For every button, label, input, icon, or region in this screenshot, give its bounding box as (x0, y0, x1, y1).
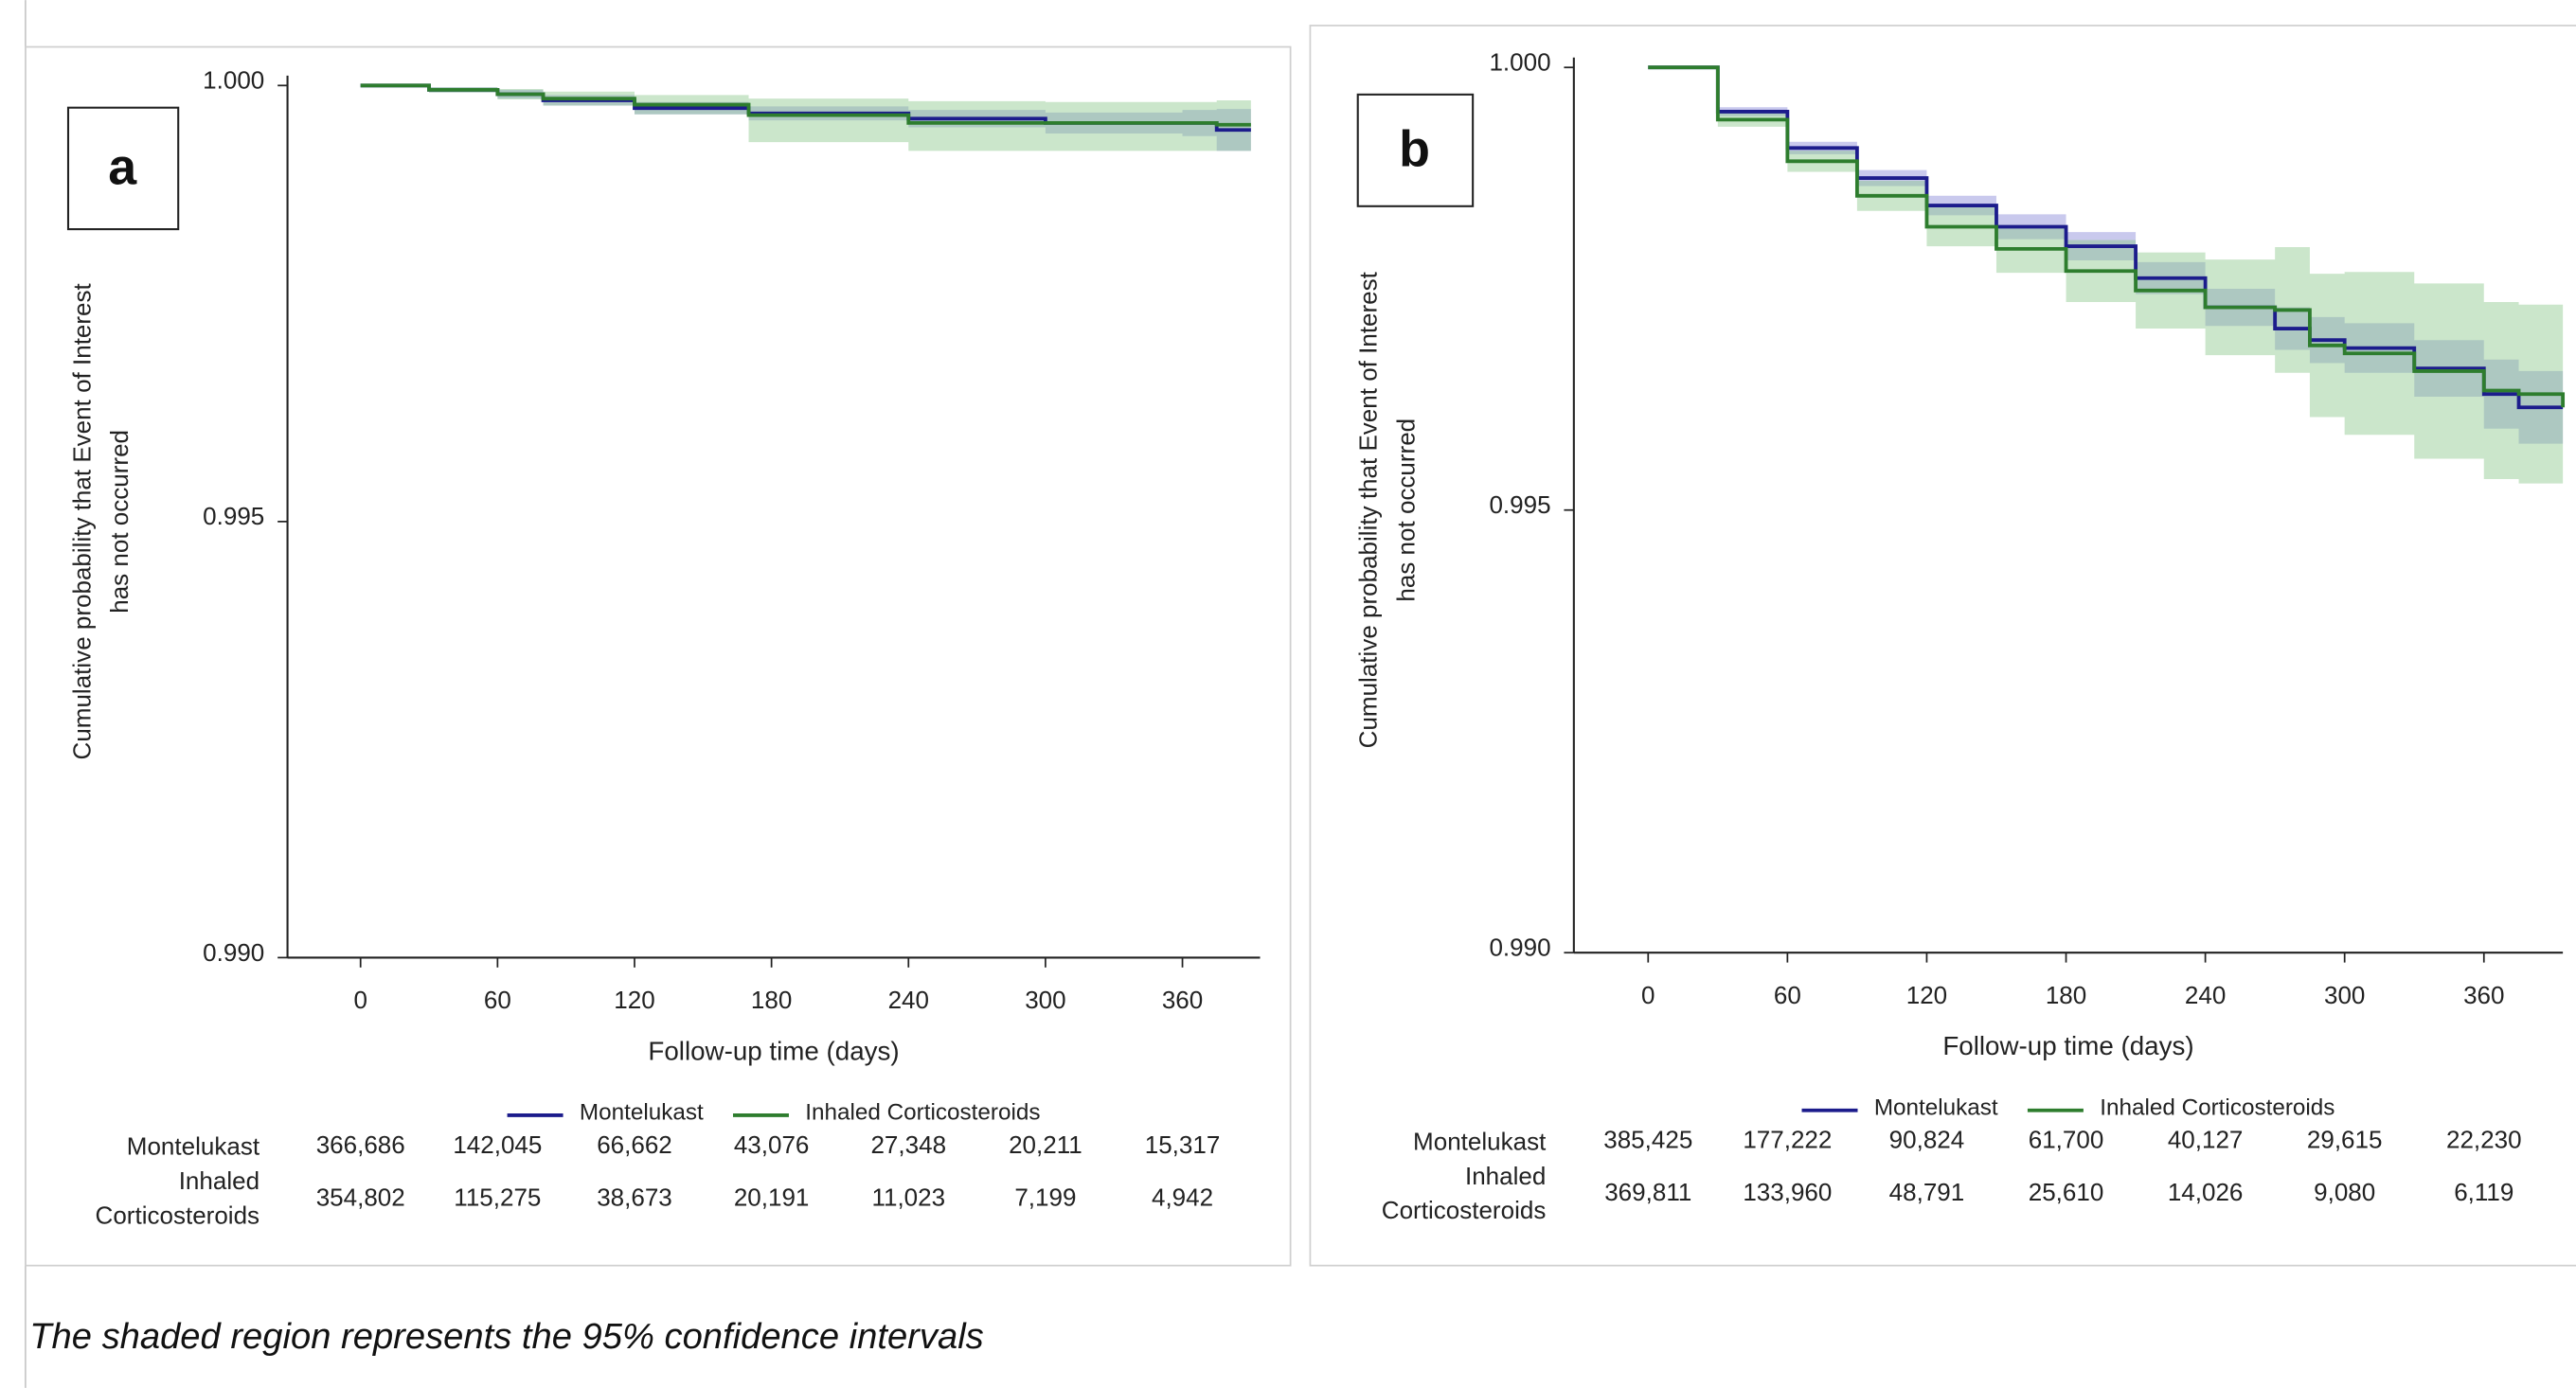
survival-line (1648, 65, 2566, 408)
risk-count: 9,080 (2314, 1178, 2375, 1206)
x-tick-label: 60 (484, 986, 511, 1014)
x-tick-label: 240 (888, 986, 929, 1014)
x-tick-label: 0 (1641, 981, 1655, 1009)
legend-label: Inhaled Corticosteroids (805, 1100, 1040, 1126)
x-tick-label: 180 (751, 986, 792, 1014)
legend-label: Montelukast (580, 1100, 704, 1126)
risk-row-label: Montelukast (126, 1132, 260, 1161)
risk-count: 369,811 (1604, 1178, 1691, 1206)
risk-count: 4,942 (1152, 1183, 1213, 1211)
risk-count: 385,425 (1603, 1126, 1692, 1154)
x-tick-label: 60 (1774, 981, 1801, 1009)
caption: The shaded region represents the 95% con… (29, 1316, 984, 1357)
x-axis-label: Follow-up time (days) (1942, 1031, 2193, 1060)
y-axis-label: has not occurred (105, 430, 134, 614)
y-tick-label: 0.990 (1489, 934, 1550, 962)
x-tick-label: 0 (353, 986, 367, 1014)
x-tick-label: 360 (2463, 981, 2504, 1009)
y-tick-label: 0.995 (1489, 490, 1550, 519)
risk-count: 43,076 (734, 1130, 810, 1159)
confidence-band (1648, 67, 2564, 444)
x-tick-label: 120 (1906, 981, 1947, 1009)
risk-count: 133,960 (1743, 1178, 1832, 1206)
risk-count: 15,317 (1145, 1130, 1221, 1159)
x-tick-label: 300 (1025, 986, 1065, 1014)
risk-count: 38,673 (597, 1183, 672, 1211)
y-axis-label: Cumulative probability that Event of Int… (67, 282, 96, 759)
risk-count: 177,222 (1743, 1126, 1832, 1154)
risk-count: 7,199 (1014, 1183, 1076, 1211)
risk-count: 366,686 (316, 1130, 405, 1159)
panel-label-box (66, 106, 180, 231)
risk-row-label-box: Inhaled Corticosteroids (95, 1167, 260, 1231)
risk-row-label-box: Montelukast (1413, 1127, 1547, 1156)
survival-line (1648, 65, 2564, 410)
risk-row-label-box: Montelukast (126, 1132, 260, 1161)
x-tick-label: 180 (2046, 981, 2086, 1009)
y-tick-label: 1.000 (1489, 48, 1550, 77)
y-tick-label: 0.995 (203, 502, 264, 530)
risk-count: 354,802 (316, 1183, 405, 1211)
y-tick-label: 1.000 (203, 66, 264, 95)
panel-frame (25, 45, 1292, 1267)
risk-count: 48,791 (1889, 1178, 1965, 1206)
confidence-band (1648, 67, 2564, 507)
risk-row-label: Inhaled Corticosteroids (1381, 1163, 1547, 1226)
risk-count: 14,026 (2168, 1178, 2244, 1206)
y-axis-label: Cumulative probability that Event of Int… (1354, 271, 1383, 748)
x-tick-label: 300 (2324, 981, 2365, 1009)
legend-label: Montelukast (1874, 1094, 1998, 1120)
panel-label: b (1399, 121, 1430, 178)
x-tick-label: 360 (1162, 986, 1203, 1014)
risk-row-label: Inhaled Corticosteroids (95, 1167, 260, 1231)
risk-row-label: Montelukast (1413, 1127, 1547, 1156)
risk-count: 90,824 (1889, 1126, 1965, 1154)
panel-label: a (108, 139, 137, 196)
risk-count: 22,230 (2446, 1126, 2522, 1154)
x-tick-label: 120 (614, 986, 654, 1014)
risk-count: 6,119 (2454, 1178, 2513, 1206)
risk-row-label-box: Inhaled Corticosteroids (1381, 1163, 1547, 1226)
legend-label: Inhaled Corticosteroids (2100, 1094, 2334, 1120)
risk-count: 20,191 (734, 1183, 810, 1211)
risk-count: 142,045 (453, 1130, 542, 1159)
panel-label-box (1356, 93, 1475, 207)
risk-count: 115,275 (454, 1183, 541, 1211)
y-tick-label: 0.990 (203, 938, 264, 967)
risk-count: 20,211 (1009, 1130, 1082, 1159)
risk-count: 66,662 (597, 1130, 672, 1159)
risk-count: 25,610 (2029, 1178, 2104, 1206)
y-axis-label: has not occurred (1392, 418, 1421, 602)
risk-count: 29,615 (2307, 1126, 2383, 1154)
x-axis-label: Follow-up time (days) (648, 1036, 899, 1065)
risk-count: 61,700 (2029, 1126, 2104, 1154)
risk-count: 27,348 (870, 1130, 946, 1159)
survival-line (360, 83, 1251, 127)
panel-frame (1309, 25, 2576, 1267)
x-tick-label: 240 (2185, 981, 2226, 1009)
risk-count: 40,127 (2168, 1126, 2244, 1154)
risk-count: 11,023 (871, 1183, 945, 1211)
